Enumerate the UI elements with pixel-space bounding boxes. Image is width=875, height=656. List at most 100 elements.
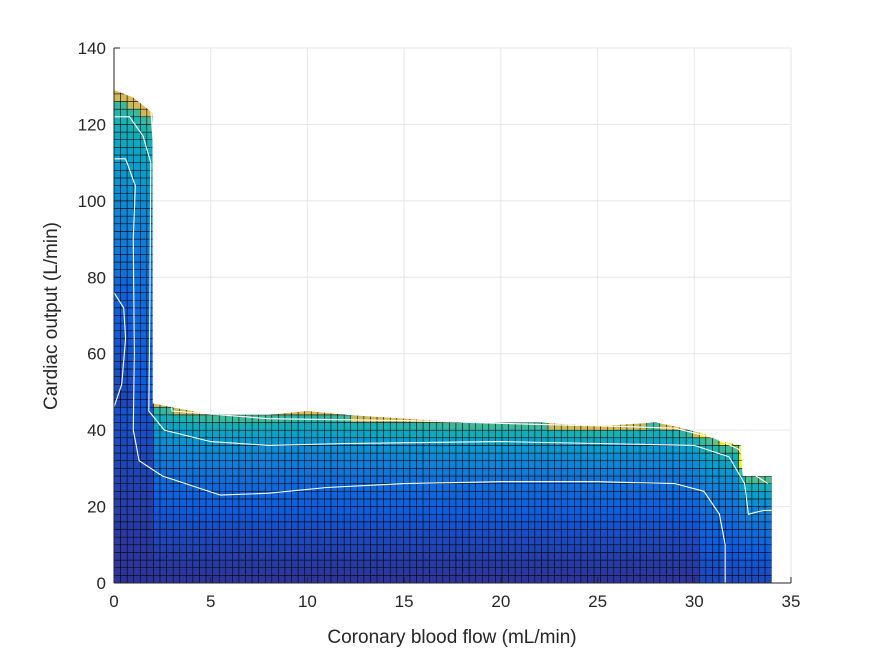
heatmap-cell — [396, 422, 404, 431]
heatmap-cell — [679, 536, 687, 546]
heatmap-cell — [587, 552, 595, 561]
heatmap-cell — [225, 422, 233, 431]
heatmap-cell — [337, 559, 345, 568]
heatmap-cell — [291, 422, 299, 431]
heatmap-cell — [363, 491, 371, 500]
heatmap-cell — [449, 575, 457, 584]
heatmap-cell — [712, 536, 720, 546]
heatmap-cell — [304, 536, 312, 546]
heatmap-cell — [659, 506, 667, 515]
heatmap-cell — [587, 460, 595, 469]
heatmap-cell — [140, 338, 148, 347]
heatmap-cell — [114, 238, 121, 247]
heatmap-cell — [712, 575, 720, 584]
heatmap-cell — [120, 521, 128, 530]
heatmap-cell — [574, 559, 582, 568]
heatmap-cell — [172, 445, 181, 454]
heatmap-cell — [528, 445, 536, 454]
heatmap-cell — [140, 414, 148, 423]
heatmap-cell — [442, 468, 450, 477]
heatmap-cell — [422, 460, 430, 469]
heatmap-cell — [600, 468, 608, 477]
heatmap-cell — [133, 376, 141, 385]
heatmap-cell — [416, 559, 424, 568]
heatmap-cell — [646, 506, 654, 515]
heatmap-cell — [646, 544, 654, 553]
heatmap-cell — [383, 468, 391, 477]
heatmap-cell — [705, 521, 713, 530]
heatmap-cell — [738, 529, 746, 538]
heatmap-cell — [297, 422, 305, 431]
heatmap-cell — [462, 513, 470, 523]
heatmap-cell — [186, 498, 194, 507]
heatmap-cell — [284, 445, 292, 454]
heatmap-cell — [186, 422, 194, 431]
heatmap-cell — [324, 529, 332, 538]
heatmap-cell — [218, 513, 227, 523]
heatmap-cell — [245, 422, 253, 431]
heatmap-cell — [468, 575, 476, 584]
heatmap-cell — [383, 552, 391, 561]
heatmap-cell — [291, 513, 299, 523]
heatmap-cell — [133, 368, 141, 377]
heatmap-cell — [488, 552, 496, 561]
heatmap-cell — [376, 437, 384, 446]
heatmap-cell — [343, 483, 352, 492]
heatmap-cell — [429, 506, 437, 515]
heatmap-cell — [409, 575, 417, 584]
heatmap-cell — [758, 552, 766, 561]
heatmap-cell — [659, 445, 667, 454]
heatmap-cell — [291, 575, 299, 584]
heatmap-cell — [475, 506, 483, 515]
heatmap-cell — [350, 567, 358, 576]
heatmap-cell — [626, 460, 634, 469]
heatmap-cell — [442, 460, 450, 469]
heatmap-cell — [699, 498, 707, 507]
heatmap-cell — [541, 552, 549, 561]
heatmap-cell — [449, 506, 457, 515]
heatmap-cell — [146, 353, 154, 362]
heatmap-cell — [370, 491, 378, 500]
heatmap-cell — [639, 536, 647, 546]
heatmap-cell — [324, 468, 332, 477]
heatmap-cell — [317, 506, 325, 515]
x-tick-label: 30 — [685, 592, 704, 611]
heatmap-cell — [114, 139, 121, 148]
heatmap-cell — [685, 552, 693, 561]
heatmap-cell — [343, 559, 352, 568]
heatmap-cell — [436, 544, 444, 553]
heatmap-cell — [488, 452, 496, 461]
heatmap-cell — [225, 437, 233, 446]
heatmap-cell — [508, 544, 516, 553]
heatmap-cell — [554, 513, 562, 523]
heatmap-cell — [462, 521, 470, 530]
heatmap-cell — [159, 506, 167, 515]
heatmap-cell — [199, 513, 207, 523]
heatmap-cell — [238, 567, 246, 576]
heatmap-cell — [508, 468, 516, 477]
heatmap-cell — [114, 575, 121, 584]
heatmap-cell — [508, 513, 516, 523]
heatmap-cell — [350, 452, 358, 461]
heatmap-cell — [120, 131, 128, 140]
heatmap-cell — [403, 445, 411, 454]
heatmap-cell — [633, 513, 641, 523]
heatmap-cell — [620, 521, 628, 530]
heatmap-cell — [205, 567, 213, 576]
heatmap-cell — [245, 567, 253, 576]
heatmap-cell — [449, 429, 457, 439]
heatmap-cell — [218, 414, 227, 423]
heatmap-cell — [442, 422, 450, 431]
heatmap-cell — [186, 536, 194, 546]
heatmap-cell — [396, 575, 404, 584]
heatmap-cell — [633, 544, 641, 553]
heatmap-cell — [126, 139, 134, 148]
heatmap-cell — [613, 521, 621, 530]
heatmap-cell — [146, 559, 154, 568]
heatmap-cell — [251, 567, 259, 576]
heatmap-cell — [238, 575, 246, 584]
heatmap-cell — [626, 544, 634, 553]
heatmap-cell — [731, 506, 740, 515]
heatmap-cell — [140, 399, 148, 408]
heatmap-cell — [521, 529, 529, 538]
